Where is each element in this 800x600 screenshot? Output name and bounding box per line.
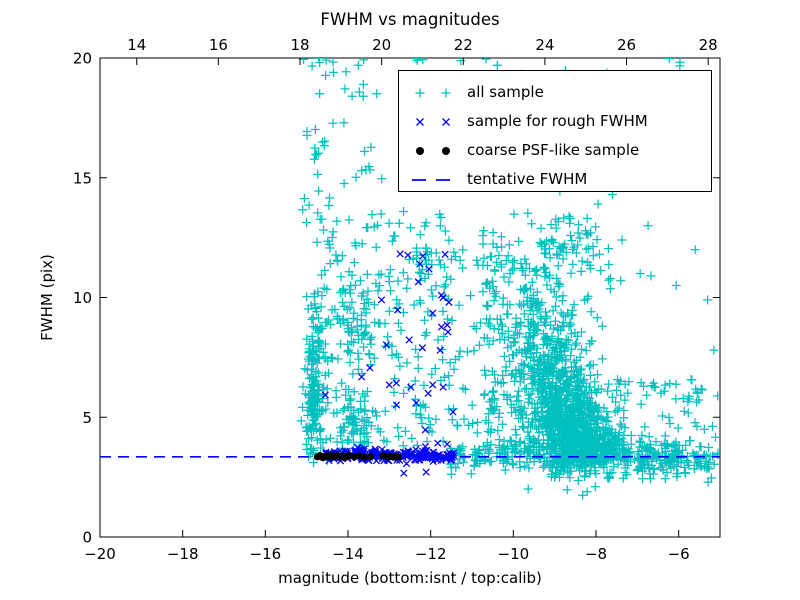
x-bottom-tick-label: −12	[415, 545, 447, 563]
legend-entry: tentative FWHM	[409, 165, 711, 194]
chart-title: FWHM vs magnitudes	[320, 10, 499, 29]
x-bottom-tick-label: −18	[167, 545, 199, 563]
y-tick-label: 10	[73, 289, 92, 307]
legend-label: sample for rough FWHM	[467, 112, 648, 130]
y-tick-label: 0	[82, 529, 92, 547]
legend-label: tentative FWHM	[467, 170, 588, 188]
legend-marker-x-icon	[416, 117, 450, 126]
x-bottom-tick-label: −20	[84, 545, 116, 563]
x-top-tick-label: 24	[535, 36, 554, 54]
x-top-tick-label: 14	[127, 36, 146, 54]
y-tick-label: 5	[82, 409, 92, 427]
legend-entry: coarse PSF-like sample	[409, 136, 711, 165]
legend-marker-dash-icon	[412, 178, 450, 181]
x-bottom-tick-label: −10	[498, 545, 530, 563]
x-bottom-tick-label: −14	[332, 545, 364, 563]
series-layer	[100, 58, 720, 500]
x-bottom-tick-label: −6	[668, 545, 690, 563]
legend-entry: all sample	[409, 78, 711, 107]
x-bottom-tick-label: −8	[585, 545, 607, 563]
y-tick-label: 15	[73, 169, 92, 187]
x-bottom-tick-label: −16	[250, 545, 282, 563]
axis-ticks: −20 −18 −16 −14 −12 −10 −8 −6 14 16 18 20 22 24 26 28 0 5…	[73, 36, 720, 563]
x-top-tick-label: 16	[209, 36, 228, 54]
legend: all sample sample for rough FWHM coarse PS…	[398, 70, 712, 192]
legend-label: coarse PSF-like sample	[467, 141, 640, 159]
x-top-tick-label: 20	[372, 36, 391, 54]
series-all-sample-points	[296, 58, 720, 500]
legend-label: all sample	[467, 83, 544, 101]
series-coarse-psf-points	[313, 451, 402, 462]
x-top-tick-label: 22	[454, 36, 473, 54]
x-top-tick-label: 26	[617, 36, 636, 54]
x-axis-label: magnitude (bottom:isnt / top:calib)	[278, 569, 542, 587]
legend-marker-plus-icon	[415, 88, 451, 97]
x-top-tick-label: 18	[290, 36, 309, 54]
x-top-tick-label: 28	[699, 36, 718, 54]
y-axis-label: FWHM (pix)	[38, 254, 56, 341]
legend-entry: sample for rough FWHM	[409, 107, 711, 136]
y-tick-label: 20	[73, 50, 92, 68]
legend-marker-dot-icon	[416, 146, 450, 155]
